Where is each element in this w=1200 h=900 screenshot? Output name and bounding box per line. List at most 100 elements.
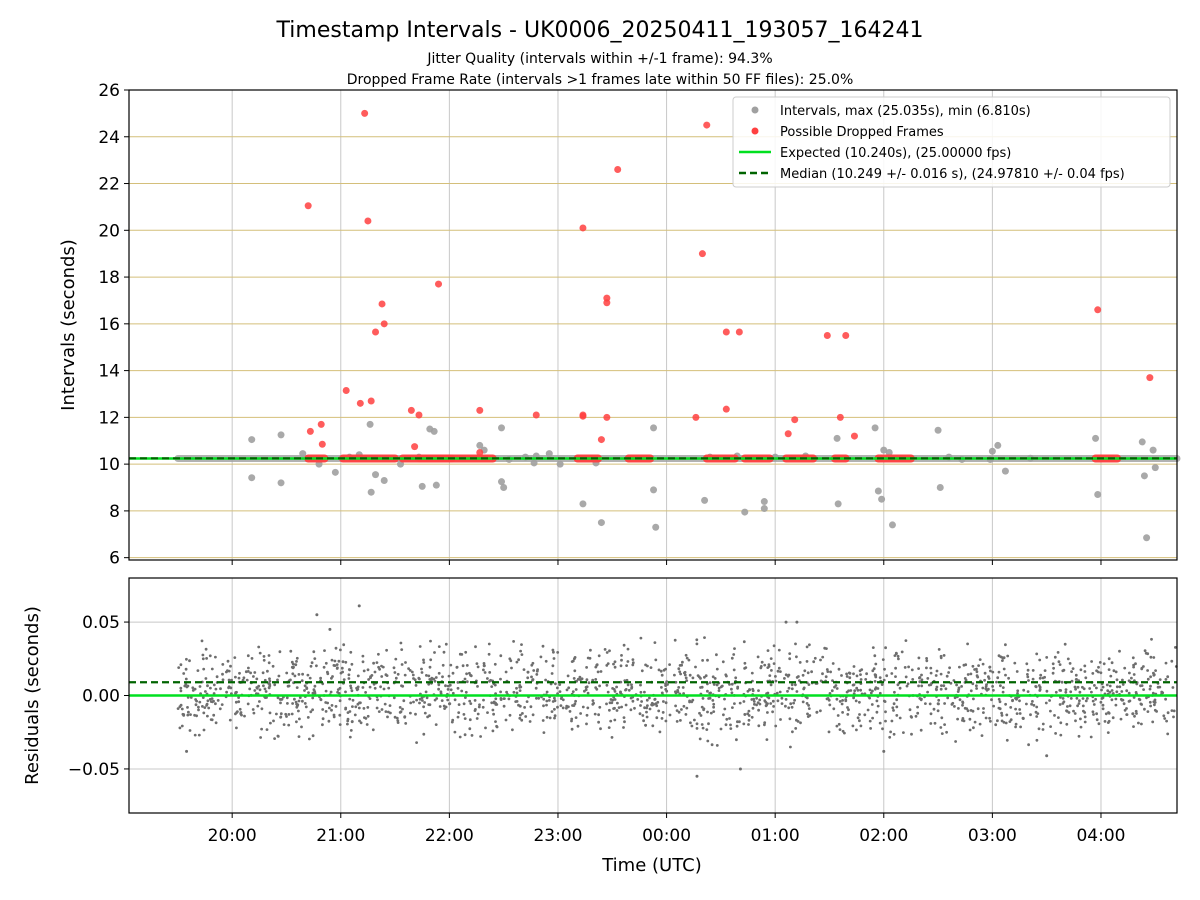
residual-point — [770, 669, 773, 672]
residual-point — [1074, 673, 1078, 677]
residual-point — [728, 717, 731, 720]
residual-point — [559, 704, 563, 707]
interval-point — [934, 426, 942, 434]
residual-point — [1150, 637, 1153, 641]
residual-point — [532, 669, 536, 672]
residual-point — [324, 689, 328, 693]
residual-point — [1001, 690, 1005, 694]
residual-point — [453, 698, 457, 702]
residual-point — [1030, 702, 1033, 706]
residual-point — [743, 661, 747, 665]
residual-point — [528, 720, 532, 723]
residual-point — [976, 675, 980, 679]
residual-point — [840, 674, 843, 677]
dropped-frame-point — [1094, 306, 1102, 314]
residual-point — [756, 655, 760, 659]
residual-point — [645, 706, 649, 710]
residual-point — [230, 678, 234, 682]
residual-point — [379, 685, 382, 689]
residual-point — [212, 683, 216, 687]
residual-point — [898, 716, 902, 720]
residual-point — [444, 642, 448, 646]
residual-point — [473, 709, 477, 712]
residual-point — [971, 709, 975, 713]
residual-point — [1053, 714, 1056, 717]
residual-point — [845, 672, 848, 676]
residual-point — [1146, 677, 1150, 681]
residual-point — [679, 672, 682, 676]
residual-point — [806, 671, 810, 675]
residual-point — [699, 714, 703, 717]
residual-point — [202, 711, 206, 715]
residual-point — [953, 705, 956, 708]
residual-point — [385, 648, 388, 652]
residual-point — [201, 653, 205, 657]
residual-point — [517, 658, 520, 662]
residual-point — [929, 666, 933, 670]
residual-point — [462, 713, 466, 716]
interval-point — [1151, 464, 1159, 472]
residual-point — [966, 642, 969, 646]
residual-point — [307, 691, 310, 694]
residual-point — [1149, 675, 1152, 679]
residual-point — [271, 664, 275, 668]
interval-point — [652, 523, 660, 531]
residual-point — [909, 715, 913, 718]
residual-point — [252, 711, 256, 715]
residual-point — [730, 691, 734, 695]
residual-point — [487, 652, 491, 656]
residual-point — [1095, 718, 1099, 722]
residual-point — [627, 688, 631, 692]
residual-point — [1152, 656, 1156, 659]
residual-point — [611, 698, 615, 702]
residual-point — [613, 660, 617, 664]
residual-point — [412, 700, 415, 704]
residual-point — [297, 699, 301, 703]
residual-point — [1152, 671, 1155, 675]
interval-point — [277, 431, 285, 439]
residual-point — [631, 663, 635, 667]
residual-point — [999, 684, 1002, 688]
residual-point — [984, 687, 988, 691]
residual-point — [935, 669, 939, 673]
residual-point — [674, 690, 677, 694]
residual-point — [766, 702, 769, 705]
residual-point — [855, 686, 859, 690]
residual-point — [897, 657, 900, 661]
residual-point — [1075, 696, 1079, 700]
residual-point — [700, 723, 704, 726]
residual-point — [766, 711, 769, 714]
residual-point — [625, 664, 628, 667]
residual-point — [423, 711, 427, 715]
residual-point — [1018, 708, 1022, 711]
residual-point — [1104, 712, 1108, 716]
residual-point — [1144, 651, 1148, 655]
legend-median-label: Median (10.249 +/- 0.016 s), (24.97810 +… — [780, 167, 1125, 182]
residual-point — [846, 706, 849, 709]
residual-point — [1083, 711, 1087, 714]
residual-point — [584, 685, 588, 689]
residual-point — [657, 668, 661, 672]
residual-point — [1140, 684, 1144, 687]
residual-point — [790, 687, 794, 691]
residual-point — [545, 703, 548, 707]
residual-point — [620, 705, 623, 709]
residual-point — [610, 736, 614, 739]
residual-point — [1115, 690, 1119, 694]
residual-point — [776, 699, 780, 703]
residual-point — [438, 705, 442, 708]
residual-point — [264, 690, 268, 693]
residual-point — [730, 682, 734, 686]
residual-point — [268, 711, 272, 715]
interval-point — [834, 500, 842, 508]
residual-point — [229, 664, 232, 668]
residual-point — [659, 669, 663, 673]
residual-point — [1154, 669, 1157, 672]
residual-point — [695, 727, 699, 730]
residual-point — [298, 696, 302, 699]
residual-point — [789, 702, 793, 706]
residual-point — [1106, 721, 1110, 724]
residual-point — [643, 706, 646, 710]
